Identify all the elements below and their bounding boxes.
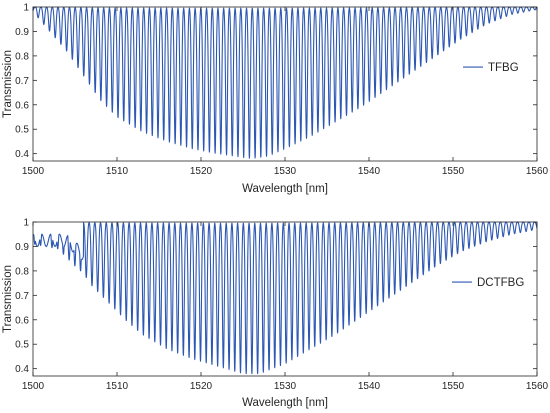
y-tick-label: 0.9	[15, 242, 29, 253]
x-tick-label: 1510	[106, 166, 129, 177]
chart-dctfbg: 1500 1510 1520 1530 1540 1550 1560 0.4 0.5 0.6 0.7…	[2, 218, 549, 410]
x-tick-label: 1550	[442, 381, 465, 392]
y-tick-label: 0.6	[15, 100, 29, 111]
y-tick-label: 0.7	[15, 76, 29, 87]
y-tick-label: 0.6	[15, 315, 29, 326]
x-tick-label: 1520	[190, 381, 213, 392]
y-tick-label: 0.8	[15, 266, 29, 277]
x-tick-label: 1500	[22, 381, 45, 392]
x-axis-label: Wavelength [nm]	[242, 183, 328, 195]
x-tick-label: 1530	[274, 381, 297, 392]
x-tick-label: 1500	[22, 166, 45, 177]
y-tick-label: 0.5	[15, 340, 29, 351]
y-tick-label: 1	[23, 3, 29, 14]
y-axis-label: Transmission	[2, 265, 14, 333]
series-line-dctfbg	[32, 221, 538, 375]
y-axis-label: Transmission	[2, 50, 14, 118]
x-tick-label: 1550	[442, 166, 465, 177]
y-tick-label: 0.9	[15, 27, 29, 38]
x-tick-label: 1560	[526, 166, 549, 177]
y-tick-label: 0.4	[15, 149, 29, 160]
x-tick-label: 1540	[358, 381, 381, 392]
legend-label: DCTFBG	[477, 277, 524, 289]
chart-tfbg: 1500 1510 1520 1530 1540 1550 1560 0.4 0.5 0.6 0.7…	[2, 3, 549, 196]
x-tick-label: 1530	[274, 166, 297, 177]
x-axis-label: Wavelength [nm]	[242, 397, 328, 409]
y-tick-label: 0.7	[15, 291, 29, 302]
x-tick-label: 1520	[190, 166, 213, 177]
y-tick-label: 0.4	[15, 364, 29, 375]
y-tick-label: 0.8	[15, 51, 29, 62]
x-tick-label: 1540	[358, 166, 381, 177]
x-tick-label: 1560	[526, 381, 549, 392]
y-tick-label: 1	[23, 218, 29, 229]
y-tick-label: 0.5	[15, 125, 29, 136]
x-tick-label: 1510	[106, 381, 129, 392]
legend-label: TFBG	[488, 62, 519, 74]
